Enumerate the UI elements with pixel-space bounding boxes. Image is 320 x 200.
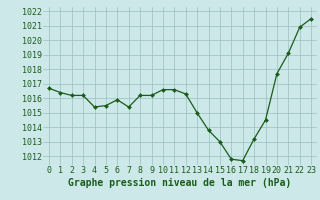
X-axis label: Graphe pression niveau de la mer (hPa): Graphe pression niveau de la mer (hPa)	[68, 178, 292, 188]
